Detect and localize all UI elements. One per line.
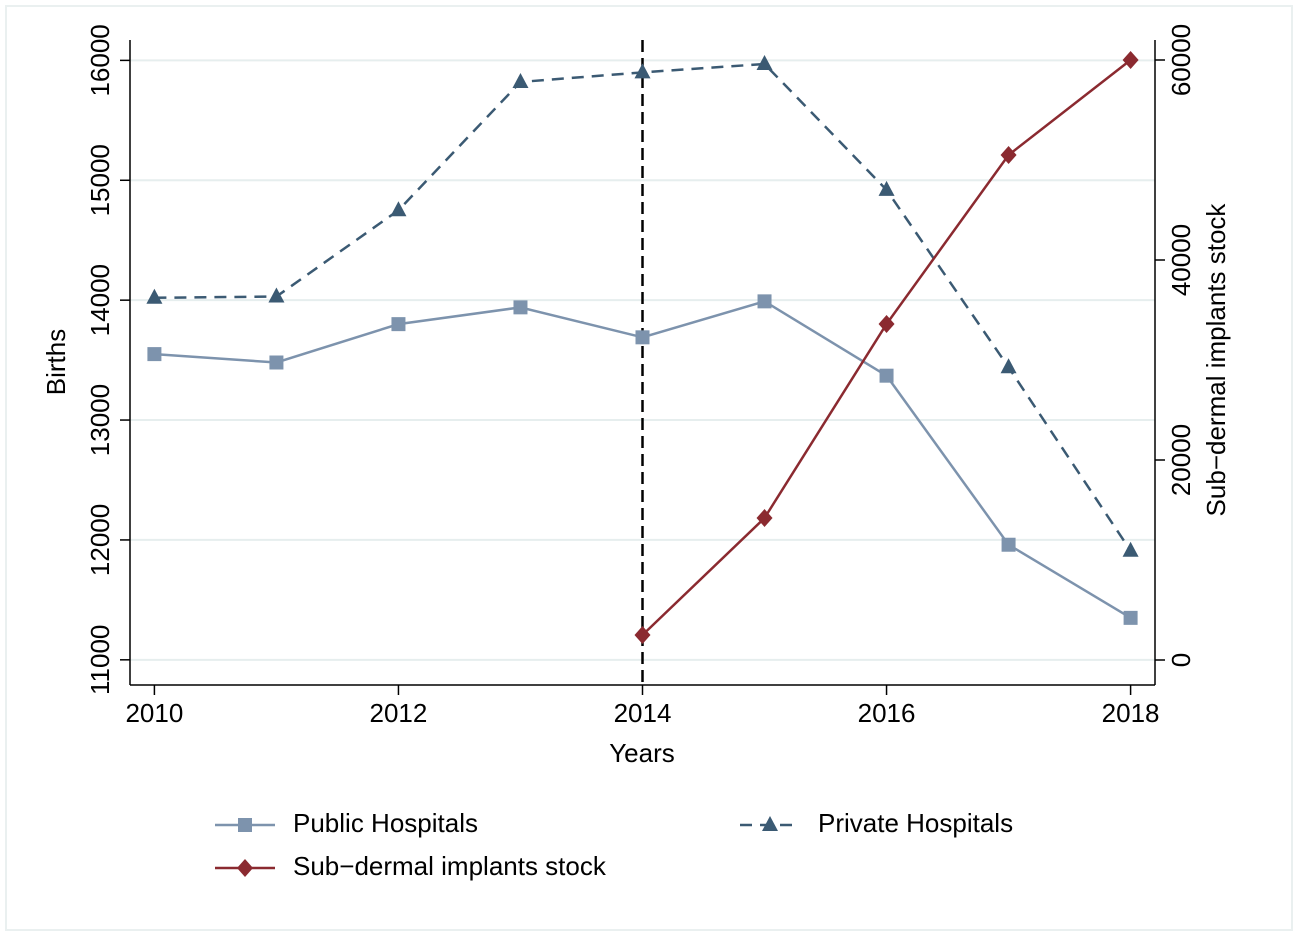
marker	[390, 201, 407, 217]
y-tick-label: 15000	[85, 144, 115, 216]
marker	[238, 818, 252, 832]
x-tick-label: 2012	[370, 698, 428, 728]
marker	[756, 509, 773, 527]
legend-label: Sub−dermal implants stock	[293, 851, 607, 881]
marker	[1000, 146, 1017, 164]
marker	[757, 294, 772, 309]
marker	[391, 317, 406, 332]
marker	[237, 859, 253, 877]
marker	[146, 288, 163, 304]
marker	[879, 368, 894, 383]
marker	[268, 287, 285, 303]
marker	[1001, 537, 1016, 552]
y-tick-label: 11000	[85, 625, 115, 695]
x-axis-title: Years	[609, 738, 675, 768]
x-tick-label: 2014	[614, 698, 672, 728]
marker	[513, 300, 528, 315]
y-tick-label: 16000	[85, 24, 115, 96]
marker	[878, 180, 895, 196]
y-tick-label: 12000	[85, 504, 115, 576]
marker	[635, 330, 650, 345]
background	[5, 5, 1293, 931]
y-tick-label: 14000	[85, 264, 115, 336]
x-tick-label: 2018	[1102, 698, 1160, 728]
y2-tick-label: 40000	[1166, 224, 1196, 296]
marker	[878, 315, 895, 333]
marker	[1122, 51, 1139, 69]
marker	[269, 355, 284, 370]
x-tick-label: 2010	[125, 698, 183, 728]
y-axis-title: Births	[41, 329, 71, 395]
marker	[1122, 541, 1139, 557]
marker	[1000, 358, 1017, 374]
marker	[762, 816, 778, 831]
legend-label: Public Hospitals	[293, 808, 478, 838]
legend-label: Private Hospitals	[818, 808, 1013, 838]
x-tick-label: 2016	[858, 698, 916, 728]
marker	[1123, 610, 1138, 625]
y2-tick-label: 60000	[1166, 24, 1196, 96]
y2-tick-label: 20000	[1166, 424, 1196, 496]
marker	[634, 626, 651, 644]
y2-tick-label: 0	[1166, 653, 1196, 667]
marker	[634, 63, 651, 79]
marker	[512, 72, 529, 88]
y-tick-label: 13000	[85, 384, 115, 456]
marker	[147, 347, 162, 362]
marker	[756, 54, 773, 70]
y2-axis-title: Sub−dermal implants stock	[1201, 203, 1231, 517]
